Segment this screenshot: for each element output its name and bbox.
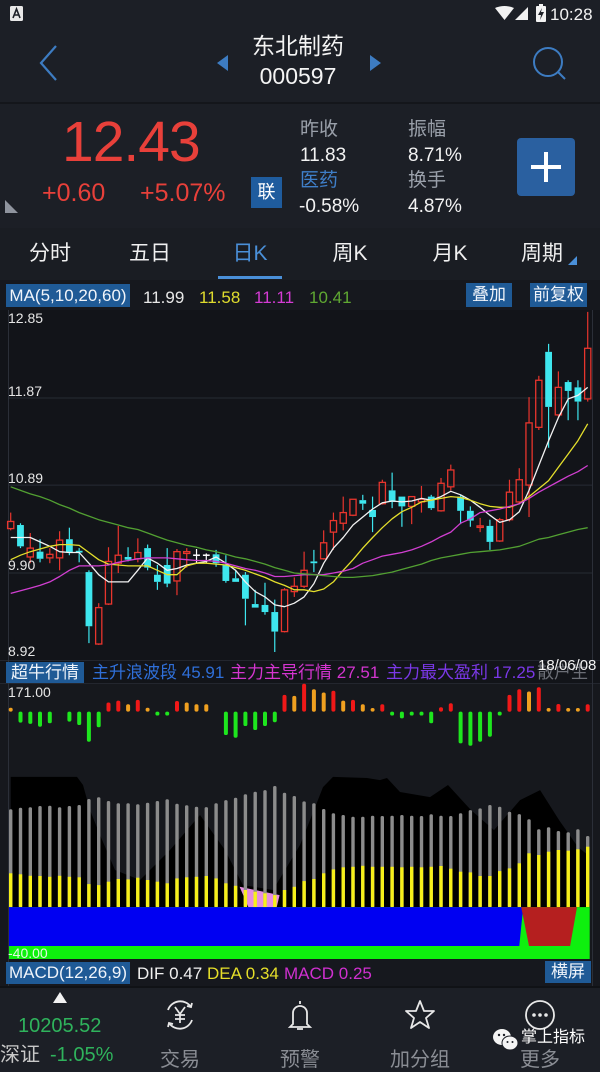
active-tab-indicator: [218, 276, 282, 279]
prev-close-value: 11.83: [300, 145, 347, 166]
indicator-legend-item: 主升浪波段 45.91: [92, 664, 224, 681]
ma5-value: 11.99: [143, 288, 185, 307]
indicator-legend-row: [0, 660, 600, 684]
legend-value: 27.51: [336, 663, 380, 682]
tab-monthly-k[interactable]: 月K: [432, 242, 468, 265]
wechat-icon: [493, 1029, 519, 1051]
indicator-legend-item: 散户生: [537, 664, 588, 681]
legend-name: 主升浪波段: [92, 663, 177, 682]
landscape-button[interactable]: 横屏: [545, 961, 591, 983]
macd-settings-button[interactable]: MACD(12,26,9): [6, 962, 130, 984]
turnover-value: 4.87%: [408, 196, 462, 217]
legend-value: 45.91: [181, 663, 225, 682]
overlay-button[interactable]: 叠加: [466, 283, 512, 307]
price-change: +0.60: [42, 179, 106, 207]
kline-chart-panel[interactable]: [0, 310, 600, 660]
legend-name: 散户生: [537, 663, 588, 682]
tab-period[interactable]: 周期: [521, 242, 563, 265]
back-chevron-icon[interactable]: [36, 44, 62, 82]
index-value[interactable]: 10205.52: [18, 1015, 102, 1037]
indicator-select-button[interactable]: 超牛行情: [6, 662, 84, 683]
tab-five-day[interactable]: 五日: [129, 242, 171, 265]
nav-trade[interactable]: 交易: [130, 996, 230, 1071]
nav-label: 加分组: [390, 1049, 450, 1071]
index-change: -1.05%: [50, 1044, 114, 1066]
linked-badge-button[interactable]: 联: [251, 177, 282, 208]
battery-charging-icon: [536, 4, 546, 22]
nav-label: 预警: [280, 1049, 320, 1071]
period-tab-bar: [0, 228, 600, 280]
bell-icon: [287, 1001, 313, 1030]
price-change-percent: +5.07%: [140, 179, 226, 207]
star-icon: [405, 1000, 435, 1029]
price-axis-label: 8.92: [8, 643, 36, 659]
indicator-axis-top: 171.00: [8, 684, 51, 700]
dea-label: DEA: [207, 964, 242, 983]
prev-close-label: 昨收: [300, 119, 339, 140]
index-name: 深证: [0, 1044, 40, 1066]
sector-change-value: -0.58%: [299, 196, 360, 217]
stock-code: 000597: [259, 63, 337, 89]
more-icon: [525, 1000, 555, 1030]
macd-label: MACD: [284, 964, 335, 983]
dif-label: DIF: [137, 964, 165, 983]
cell-signal-icon: [515, 7, 528, 20]
last-price: 12.43: [62, 110, 201, 174]
legend-name: 主力主导行情: [230, 663, 332, 682]
nav-add-group[interactable]: 加分组: [370, 996, 470, 1071]
prev-stock-triangle-icon[interactable]: [217, 55, 229, 71]
expand-up-triangle-icon[interactable]: [53, 992, 67, 1003]
quote-panel: [0, 104, 600, 228]
legend-value: 17.25: [492, 663, 536, 682]
indicator-chart-panel[interactable]: [0, 684, 600, 960]
ma-settings-button[interactable]: MA(5,10,20,60): [6, 284, 130, 307]
app-a-icon: [10, 6, 23, 21]
wifi-icon: [495, 6, 514, 20]
legend-name: 主力最大盈利: [386, 663, 488, 682]
ma20-value: 11.11: [254, 288, 295, 307]
next-stock-triangle-icon[interactable]: [370, 55, 382, 71]
watermark-text: 掌上指标: [521, 1029, 586, 1046]
ma10-value: 11.58: [199, 288, 241, 307]
dif-value: 0.47: [169, 964, 203, 983]
indicator-legend-item: 主力最大盈利 17.25: [386, 664, 535, 681]
price-axis-label: 10.89: [8, 470, 44, 486]
ma60-value: 10.41: [309, 288, 352, 307]
status-bar: 10:28: [0, 0, 600, 28]
amplitude-value: 8.71%: [408, 145, 462, 166]
period-dropdown-triangle-icon[interactable]: [568, 256, 577, 265]
trade-yen-icon: [167, 1000, 193, 1030]
clock: 10:28: [550, 5, 593, 24]
forward-adjust-button[interactable]: 前复权: [530, 283, 587, 307]
tab-intraday[interactable]: 分时: [29, 242, 71, 265]
macd-legend: MACD 0.25: [284, 965, 372, 982]
nav-alert[interactable]: 预警: [250, 996, 350, 1071]
price-axis-label: 9.90: [8, 557, 36, 573]
macd-value: 0.25: [338, 964, 372, 983]
expand-corner-icon[interactable]: [5, 200, 19, 214]
header-divider: [0, 102, 600, 104]
price-axis-label: 11.87: [8, 383, 42, 399]
tab-daily-k[interactable]: 日K: [232, 242, 268, 265]
plus-icon-stroke: [544, 152, 548, 182]
bottom-nav: [0, 986, 600, 1066]
search-icon[interactable]: [531, 45, 569, 83]
indicator-axis-bottom: -40.00: [8, 945, 48, 961]
indicator-legend-item: 主力主导行情 27.51: [230, 664, 379, 681]
dea-legend: DEA 0.34: [207, 965, 279, 982]
tab-weekly-k[interactable]: 周K: [332, 242, 368, 265]
amplitude-label: 振幅: [408, 119, 447, 140]
turnover-label: 换手: [408, 170, 447, 191]
stock-name: 东北制药: [252, 33, 344, 59]
cursor-date: 18/06/08: [538, 657, 597, 674]
nav-label: 交易: [160, 1049, 200, 1071]
price-axis-label: 12.85: [8, 310, 44, 326]
dif-legend: DIF 0.47: [137, 965, 202, 982]
sector-link[interactable]: 医药: [300, 170, 339, 191]
add-watchlist-button[interactable]: [517, 138, 575, 196]
nav-header: [0, 28, 600, 102]
dea-value: 0.34: [245, 964, 279, 983]
